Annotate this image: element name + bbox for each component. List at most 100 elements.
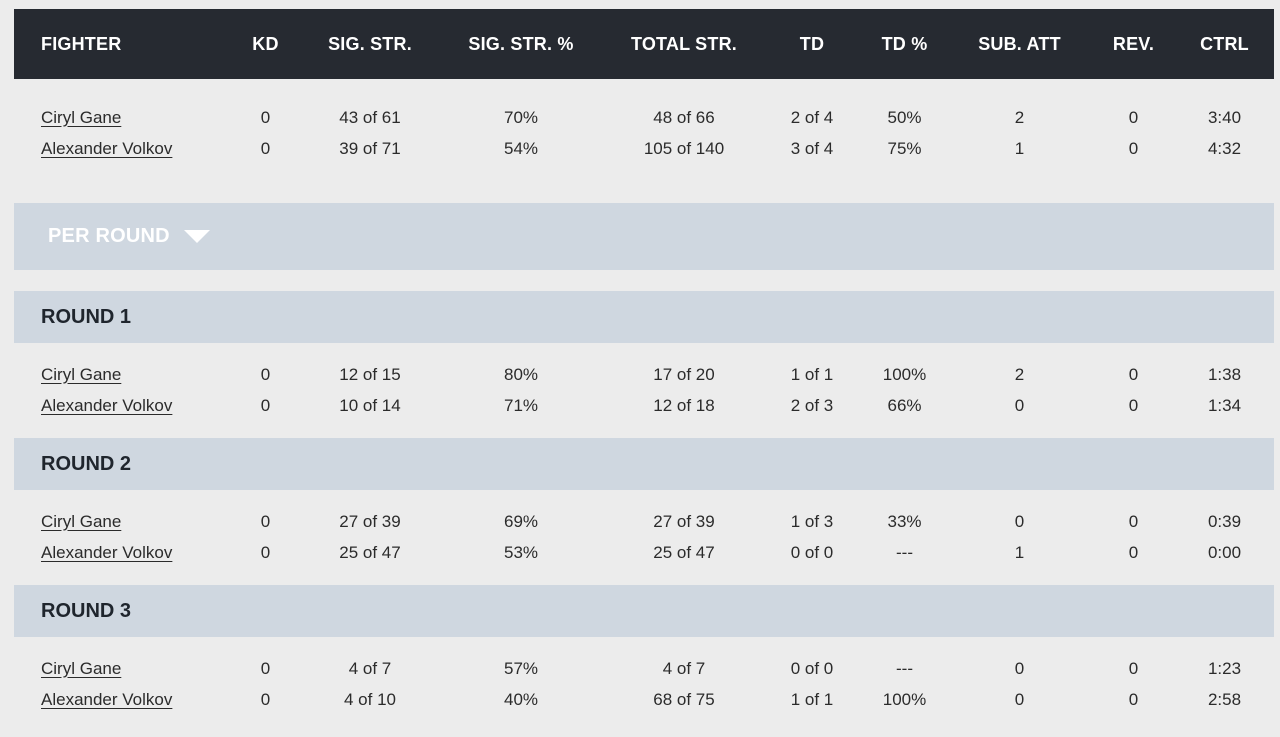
table-row: Alexander Volkov 0 4 of 10 40% 68 of 75 … xyxy=(14,684,1274,715)
td-value: 1 of 3 xyxy=(790,511,834,531)
sig-str-pct-value: 54% xyxy=(503,138,539,158)
fighter-link[interactable]: Alexander Volkov xyxy=(41,395,173,415)
ctrl-value: 4:32 xyxy=(1207,138,1242,158)
td-pct-value: --- xyxy=(896,542,913,562)
table-row: Alexander Volkov 0 10 of 14 71% 12 of 18… xyxy=(14,390,1274,421)
col-header-fighter: FIGHTER xyxy=(41,33,122,54)
fighter-link[interactable]: Alexander Volkov xyxy=(41,689,173,709)
total-str-value: 12 of 18 xyxy=(653,395,715,415)
sig-str-value: 4 of 7 xyxy=(348,658,392,678)
td-value: 3 of 4 xyxy=(790,138,834,158)
sub-att-value: 0 xyxy=(1014,511,1025,531)
sig-str-pct-value: 57% xyxy=(503,658,539,678)
kd-value: 0 xyxy=(260,395,271,415)
fighter-link[interactable]: Alexander Volkov xyxy=(41,138,173,158)
table-row: Ciryl Gane 0 27 of 39 69% 27 of 39 1 of … xyxy=(14,506,1274,537)
sig-str-value: 25 of 47 xyxy=(339,542,401,562)
col-header-sig-str-pct: SIG. STR. % xyxy=(468,33,574,54)
per-round-label: PER ROUND xyxy=(48,225,170,247)
col-header-kd: KD xyxy=(252,33,279,54)
td-pct-value: 66% xyxy=(887,395,922,415)
ctrl-value: 1:23 xyxy=(1207,658,1242,678)
round-header: ROUND 3 xyxy=(14,585,1274,637)
table-row: Ciryl Gane 0 12 of 15 80% 17 of 20 1 of … xyxy=(14,359,1274,390)
td-pct-value: 100% xyxy=(882,364,927,384)
sub-att-value: 1 xyxy=(1014,542,1025,562)
sig-str-pct-value: 53% xyxy=(503,542,539,562)
td-value: 1 of 1 xyxy=(790,689,834,709)
td-pct-value: 100% xyxy=(882,689,927,709)
col-header-td: TD xyxy=(799,33,825,54)
table-row: Alexander Volkov 0 25 of 47 53% 25 of 47… xyxy=(14,537,1274,568)
sig-str-value: 27 of 39 xyxy=(339,511,401,531)
fighter-link[interactable]: Ciryl Gane xyxy=(41,364,122,384)
total-str-value: 25 of 47 xyxy=(653,542,715,562)
rev-value: 0 xyxy=(1128,511,1139,531)
total-str-value: 48 of 66 xyxy=(653,107,715,127)
sig-str-value: 10 of 14 xyxy=(339,395,401,415)
sub-att-value: 2 xyxy=(1014,107,1025,127)
kd-value: 0 xyxy=(260,107,271,127)
sig-str-value: 43 of 61 xyxy=(339,107,401,127)
col-header-total-str: TOTAL STR. xyxy=(630,33,737,54)
total-str-value: 17 of 20 xyxy=(653,364,715,384)
rev-value: 0 xyxy=(1128,542,1139,562)
col-header-rev: REV. xyxy=(1112,33,1155,54)
round-rows: Ciryl Gane 0 27 of 39 69% 27 of 39 1 of … xyxy=(14,506,1274,568)
fighter-link[interactable]: Alexander Volkov xyxy=(41,542,173,562)
per-round-toggle[interactable]: PER ROUND xyxy=(14,203,1274,270)
sig-str-pct-value: 80% xyxy=(503,364,539,384)
round-title: ROUND 1 xyxy=(41,305,132,328)
td-value: 2 of 3 xyxy=(790,395,834,415)
rev-value: 0 xyxy=(1128,395,1139,415)
sub-att-value: 0 xyxy=(1014,689,1025,709)
ctrl-value: 3:40 xyxy=(1207,107,1242,127)
sub-att-value: 1 xyxy=(1014,138,1025,158)
rev-value: 0 xyxy=(1128,107,1139,127)
kd-value: 0 xyxy=(260,689,271,709)
rev-value: 0 xyxy=(1128,658,1139,678)
ctrl-value: 2:58 xyxy=(1207,689,1242,709)
totals-rows: Ciryl Gane 0 43 of 61 70% 48 of 66 2 of … xyxy=(14,102,1274,164)
td-value: 1 of 1 xyxy=(790,364,834,384)
td-pct-value: --- xyxy=(896,658,913,678)
round-rows: Ciryl Gane 0 4 of 7 57% 4 of 7 0 of 0 --… xyxy=(14,653,1274,715)
fighter-link[interactable]: Ciryl Gane xyxy=(41,658,122,678)
ctrl-value: 0:00 xyxy=(1207,542,1242,562)
ctrl-value: 1:34 xyxy=(1207,395,1242,415)
sig-str-pct-value: 71% xyxy=(503,395,539,415)
total-str-value: 105 of 140 xyxy=(643,138,725,158)
kd-value: 0 xyxy=(260,138,271,158)
round-title: ROUND 3 xyxy=(41,599,132,622)
total-str-value: 27 of 39 xyxy=(653,511,715,531)
sig-str-pct-value: 70% xyxy=(503,107,539,127)
rev-value: 0 xyxy=(1128,364,1139,384)
rev-value: 0 xyxy=(1128,138,1139,158)
sig-str-pct-value: 69% xyxy=(503,511,539,531)
col-header-sub-att: SUB. ATT xyxy=(978,33,1061,54)
sub-att-value: 0 xyxy=(1014,658,1025,678)
td-pct-value: 50% xyxy=(887,107,922,127)
round-header: ROUND 1 xyxy=(14,291,1274,343)
ctrl-value: 0:39 xyxy=(1207,511,1242,531)
round-title: ROUND 2 xyxy=(41,452,132,475)
table-row: Alexander Volkov 0 39 of 71 54% 105 of 1… xyxy=(14,133,1274,164)
fighter-link[interactable]: Ciryl Gane xyxy=(41,107,122,127)
col-header-td-pct: TD % xyxy=(881,33,928,54)
sig-str-value: 39 of 71 xyxy=(339,138,401,158)
td-value: 2 of 4 xyxy=(790,107,834,127)
td-pct-value: 75% xyxy=(887,138,922,158)
total-str-value: 4 of 7 xyxy=(662,658,706,678)
stats-table-header: FIGHTER KD SIG. STR. SIG. STR. % TOTAL S… xyxy=(14,9,1274,79)
total-str-value: 68 of 75 xyxy=(653,689,715,709)
td-value: 0 of 0 xyxy=(790,542,834,562)
kd-value: 0 xyxy=(260,658,271,678)
col-header-sig-str: SIG. STR. xyxy=(328,33,412,54)
kd-value: 0 xyxy=(260,364,271,384)
fighter-link[interactable]: Ciryl Gane xyxy=(41,511,122,531)
kd-value: 0 xyxy=(260,542,271,562)
caret-down-icon xyxy=(183,230,210,243)
rev-value: 0 xyxy=(1128,689,1139,709)
sig-str-value: 12 of 15 xyxy=(339,364,401,384)
ctrl-value: 1:38 xyxy=(1207,364,1242,384)
